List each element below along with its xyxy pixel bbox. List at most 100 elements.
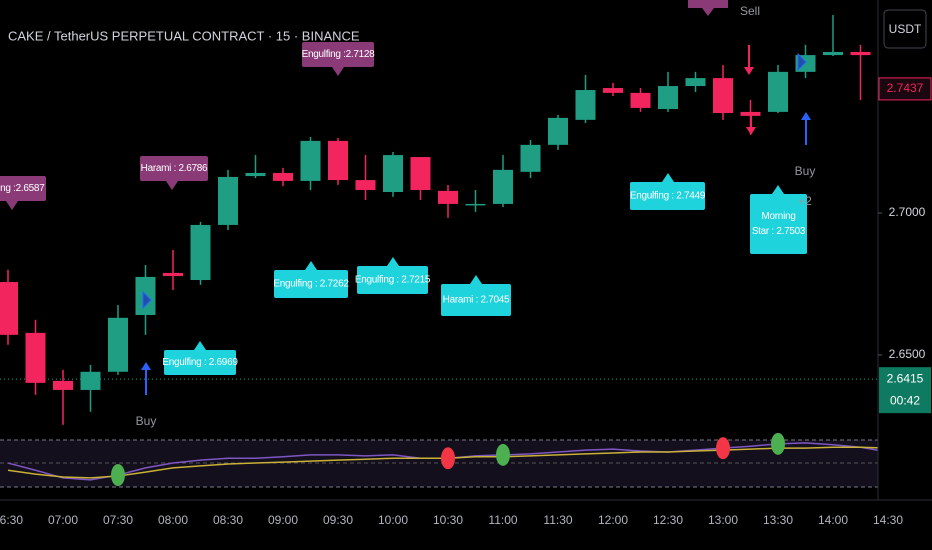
x-tick-label: 10:30 xyxy=(433,513,463,527)
candle-body xyxy=(823,51,843,56)
x-tick-label: 14:30 xyxy=(873,513,903,527)
candle-body xyxy=(575,90,596,120)
candle-body xyxy=(273,172,293,181)
candle-body xyxy=(685,78,706,87)
x-tick-label: 11:30 xyxy=(543,513,572,527)
x-tick-label: 14:00 xyxy=(818,513,848,527)
annotation-box xyxy=(302,42,374,67)
y-tick-label: 2.6500 xyxy=(889,347,926,361)
cut-off-label xyxy=(688,0,728,16)
candle-body xyxy=(328,140,348,181)
annotation-text: Engulfing : 2.6969 xyxy=(162,357,238,368)
signal-dot xyxy=(496,443,510,466)
annotation-text: Engulfing : 2.7215 xyxy=(355,275,431,286)
annotation-box xyxy=(274,270,348,298)
x-tick-label: 07:00 xyxy=(48,513,78,527)
candle-body xyxy=(108,317,128,372)
current-price-box xyxy=(879,367,931,414)
annotation-text: Engulfing :2.6587 xyxy=(0,183,45,194)
annotation-pointer xyxy=(662,173,674,182)
candle-body xyxy=(300,140,321,181)
annotation-text: Engulfing : 2.7449 xyxy=(630,191,706,202)
annotation-pointer xyxy=(305,261,317,270)
annotation-box xyxy=(750,194,807,254)
candle-body xyxy=(493,169,513,204)
entry-marker xyxy=(142,290,152,310)
candle-body xyxy=(603,88,623,93)
annotation-text: Morning xyxy=(761,211,795,222)
annotation-pointer xyxy=(6,201,18,210)
annotation-text: Harami : 2.6786 xyxy=(141,163,208,174)
candle-body xyxy=(163,272,183,277)
candle-body xyxy=(520,144,541,172)
current-price-label: 2.6415 xyxy=(887,371,924,385)
price-axis xyxy=(878,0,932,500)
signal-dot xyxy=(771,432,785,455)
candle-body xyxy=(0,282,18,335)
signal-dot xyxy=(111,464,125,487)
candle-body xyxy=(245,172,266,177)
x-tick-label: 12:30 xyxy=(653,513,683,527)
candle-body xyxy=(768,71,788,112)
last-price-label: 2.7437 xyxy=(887,81,924,95)
annotation-box xyxy=(164,350,236,375)
annotation-text: Engulfing : 2.7262 xyxy=(273,279,349,290)
x-tick-label: 08:30 xyxy=(213,513,243,527)
candle-body xyxy=(438,190,458,204)
sell-arrow-head xyxy=(746,127,756,135)
candle-body xyxy=(355,180,376,191)
annotation-pointer xyxy=(166,181,178,190)
annotation-pointer xyxy=(387,257,399,266)
countdown: 00:42 xyxy=(890,393,920,407)
annotation-pointer xyxy=(332,67,344,76)
candle-body xyxy=(190,224,211,281)
annotation-box xyxy=(441,284,511,316)
candle-body xyxy=(53,380,73,390)
chart-title: CAKE / TetherUS PERPETUAL CONTRACT · 15 … xyxy=(8,28,360,43)
candle-body xyxy=(410,157,431,191)
signal-dot xyxy=(716,437,730,460)
currency[interactable]: USDT xyxy=(889,22,922,36)
candle-body xyxy=(713,78,733,114)
last-price-box xyxy=(878,77,932,101)
y-tick-label: 2.7000 xyxy=(889,205,926,219)
signal-text: +2 xyxy=(798,194,812,208)
x-tick-label: 06:30 xyxy=(0,513,23,527)
candle-body xyxy=(218,176,238,225)
annotation-text: Star : 2.7503 xyxy=(752,226,806,237)
signal-text: Buy xyxy=(795,164,816,178)
signal-text: Buy xyxy=(136,414,157,428)
candle-body xyxy=(465,203,486,206)
candle-body xyxy=(383,155,403,192)
annotation-box xyxy=(357,266,428,294)
x-tick-label: 07:30 xyxy=(103,513,133,527)
signal-dot xyxy=(441,447,455,470)
signal-text: Sell xyxy=(740,4,760,18)
x-tick-label: 10:00 xyxy=(378,513,408,527)
candle-body xyxy=(548,117,568,145)
currency-button[interactable] xyxy=(883,9,927,49)
annotation-pointer xyxy=(772,185,784,194)
annotation-text: Engulfing :2.7128 xyxy=(302,49,375,60)
candle-body xyxy=(80,371,101,390)
x-tick-label: 08:00 xyxy=(158,513,188,527)
x-tick-label: 12:00 xyxy=(598,513,628,527)
candle-body xyxy=(740,111,761,116)
annotation-pointer xyxy=(470,275,482,284)
annotation-box xyxy=(0,176,46,201)
x-tick-label: 09:30 xyxy=(323,513,353,527)
entry-marker xyxy=(797,52,807,72)
buy-arrow-head xyxy=(801,112,811,120)
x-tick-label: 11:00 xyxy=(488,513,517,527)
annotation-pointer xyxy=(194,341,206,350)
x-tick-label: 13:00 xyxy=(708,513,738,527)
annotation-text: Harami : 2.7045 xyxy=(443,295,510,306)
candle-body xyxy=(630,92,651,108)
x-tick-label: 09:00 xyxy=(268,513,298,527)
candle-body xyxy=(658,86,678,110)
candle-body xyxy=(850,51,871,56)
x-tick-label: 13:30 xyxy=(763,513,793,527)
annotation-box xyxy=(140,156,208,181)
candle-body xyxy=(25,332,46,383)
